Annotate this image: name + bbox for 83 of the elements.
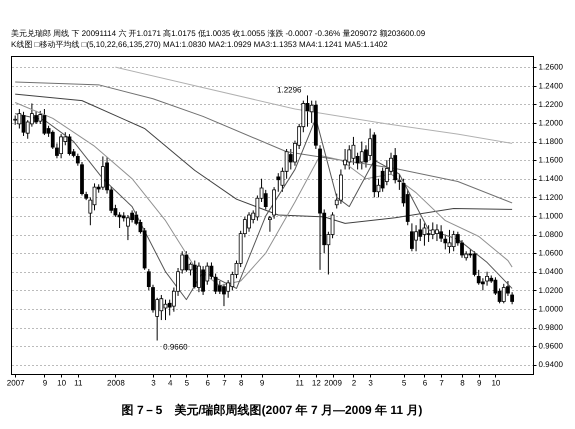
candlestick [410,222,414,252]
x-tick-label: 11 [74,378,84,388]
x-tick-label: 7 [222,378,228,388]
x-tick-label: 4 [168,378,173,388]
x-tick-label: 12 [312,378,322,388]
candlestick [222,283,226,307]
text: K线图 □移动平均线 □(5,10,22,66,135,270) MA1:1.0830 MA2:1.0929 MA3:1.1353 MA4:1.1241 MA5:1.1402 [11,40,388,49]
x-tick-label: 10 [57,378,67,388]
candlestick [448,229,452,254]
candlestick [352,136,356,166]
candlestick [360,141,364,170]
candlestick [384,160,389,186]
candlestick [22,111,26,136]
candlestick [197,262,201,293]
y-tick-label: 1.0200 [538,286,564,295]
y-tick-label: 1.0800 [538,230,564,240]
x-tick-label: 8 [238,378,244,388]
y-tick-label: 1.2600 [538,62,564,72]
candlestick [126,214,130,241]
candlestick [164,299,168,321]
candlestick [347,144,352,170]
x-tick-label: 6 [422,378,428,388]
candlestick [435,224,439,242]
candlestick [443,234,448,250]
x-tick-label: 2 [352,378,357,388]
candlestick [264,189,268,210]
candlestick [201,266,205,296]
candlestick [502,283,506,304]
annotation: 0.9660 [163,342,188,352]
line-series [14,94,513,224]
x-tick-label: 2009 [324,378,342,388]
text: 美元兑瑞郎 周线 下 20091114 六 开1.0171 高1.0175 低1.0035 收1.0055 涨跌 -0.0007 -0.36% 量209072 额203600.09 [11,29,426,38]
candlestick [100,156,105,190]
x-tick-label: 10 [491,378,501,388]
candlestick [380,167,385,192]
candlestick [184,250,188,272]
candlestick [122,212,126,222]
candlestick [306,94,310,128]
y-tick-label: 1.1200 [538,192,564,202]
x-tick-label: 5 [184,378,190,388]
y-tick-label: 1.1800 [538,137,564,146]
y-tick-label: 0.9800 [538,323,564,332]
y-tick-label: 1.2400 [538,81,564,90]
x-tick-label: 11 [295,378,304,388]
annotation: 1.2296 [277,85,302,94]
text: 图 7－5 美元/瑞郎周线图(2007 年 7 月—2009 年 11 月) [122,403,422,417]
candlestick [68,134,72,156]
y-tick-label: 1.2200 [538,100,564,109]
line-series [114,66,513,144]
candlestick [439,224,444,242]
y-tick-label: 1.2000 [538,118,564,128]
y-tick-label: 1.1000 [538,211,564,220]
y-tick-label: 0.9400 [538,360,564,370]
candlestick [422,222,426,246]
candlestick [159,294,164,321]
candlestick [485,271,489,286]
candlestick [426,224,430,242]
x-tick-label: 9 [42,378,48,388]
x-tick-label: 8 [460,378,466,388]
x-tick-label: 5 [402,378,407,388]
candlestick [34,110,38,124]
y-tick-label: 1.1600 [538,156,564,165]
y-tick-label: 1.0600 [538,248,564,258]
candlestick [276,172,280,192]
x-tick-label: 3 [368,378,374,388]
y-tick-label: 0.9600 [538,342,564,351]
y-tick-label: 1.0400 [538,267,564,276]
candlestick [343,148,347,170]
x-tick-label: 9 [260,378,265,388]
y-tick-label: 1.0000 [538,304,564,314]
x-tick-label: 2008 [107,378,126,388]
x-tick-label: 7 [439,378,444,388]
candlestick [192,260,197,289]
candlestick [452,230,456,252]
candlestick [418,218,422,242]
candlestick [430,222,435,240]
x-tick-label: 6 [206,378,211,388]
x-tick-label: 9 [476,378,482,388]
x-tick-label: 2007 [6,378,26,388]
y-tick-label: 1.1400 [538,174,564,184]
x-tick-label: 3 [151,378,156,388]
candlestick [59,134,64,159]
candlestick [42,108,46,136]
